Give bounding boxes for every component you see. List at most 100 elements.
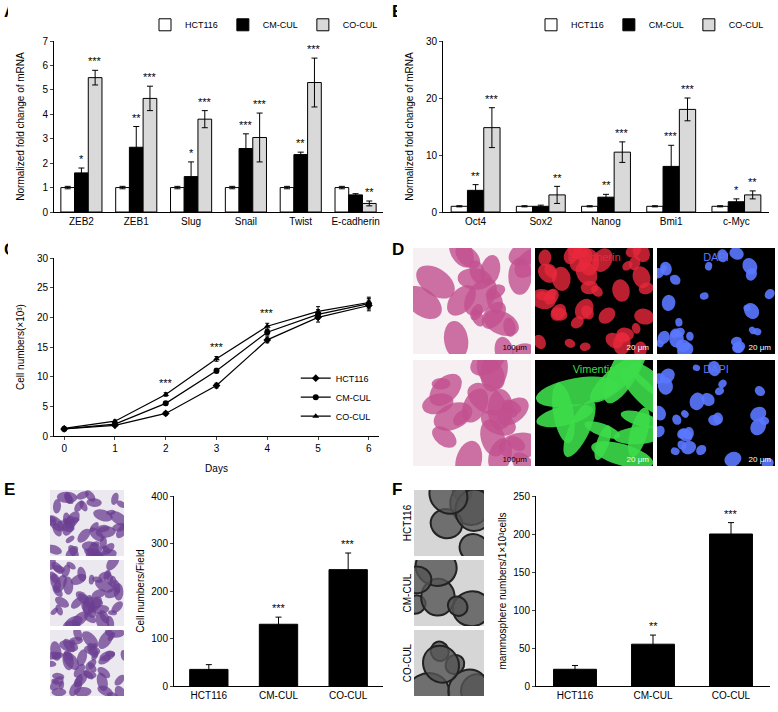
svg-text:3: 3 (42, 133, 48, 144)
svg-text:Cell numbers/Field: Cell numbers/Field (135, 549, 146, 632)
svg-text:Twist: Twist (289, 216, 312, 227)
svg-text:***: *** (210, 341, 224, 353)
svg-text:***: *** (341, 538, 355, 550)
svg-text:2: 2 (163, 443, 169, 454)
svg-text:Snail: Snail (235, 216, 257, 227)
html-text:C: C (4, 240, 17, 259)
svg-text:0: 0 (61, 443, 67, 454)
svg-text:CO-CUL: CO-CUL (729, 20, 764, 30)
svg-text:Nanog: Nanog (591, 216, 620, 227)
svg-text:100: 100 (151, 633, 168, 644)
svg-text:**: ** (296, 137, 305, 149)
svg-text:***: *** (239, 119, 253, 131)
svg-text:400: 400 (151, 491, 168, 502)
svg-text:30: 30 (426, 36, 438, 47)
svg-text:***: *** (681, 83, 695, 95)
svg-text:CO-CUL: CO-CUL (343, 20, 378, 30)
svg-text:4: 4 (264, 443, 270, 454)
svg-text:3: 3 (214, 443, 220, 454)
svg-text:Sox2: Sox2 (529, 216, 552, 227)
svg-text:10: 10 (426, 150, 438, 161)
svg-text:**: ** (132, 112, 141, 124)
svg-text:6: 6 (42, 60, 48, 71)
svg-text:0: 0 (524, 681, 530, 692)
svg-text:**: ** (365, 186, 374, 198)
svg-text:***: *** (272, 602, 286, 614)
svg-text:30: 30 (37, 253, 49, 264)
svg-text:0: 0 (431, 207, 437, 218)
svg-text:***: *** (664, 130, 678, 142)
svg-text:**: ** (471, 170, 480, 182)
svg-text:4: 4 (42, 109, 48, 120)
svg-text:7: 7 (42, 36, 48, 47)
svg-text:Normalized fold change of mRNA: Normalized fold change of mRNA (404, 52, 415, 201)
svg-text:5: 5 (315, 443, 321, 454)
svg-text:***: *** (143, 71, 157, 83)
html-text:A: A (4, 2, 17, 21)
svg-text:200: 200 (513, 529, 530, 540)
svg-text:Normalized fold change of mRNA: Normalized fold change of mRNA (15, 52, 26, 201)
svg-text:ZEB1: ZEB1 (124, 216, 149, 227)
svg-text:***: *** (724, 508, 738, 520)
html-text:D: D (392, 240, 405, 259)
svg-text:HCT116: HCT116 (336, 374, 369, 384)
svg-text:CM-CUL: CM-CUL (336, 393, 371, 403)
svg-text:***: *** (260, 307, 274, 319)
svg-text:250: 250 (513, 491, 530, 502)
svg-text:HCT116: HCT116 (191, 690, 228, 701)
svg-text:HCT116: HCT116 (571, 20, 604, 30)
svg-text:Days: Days (205, 463, 228, 474)
svg-text:***: *** (615, 127, 629, 139)
svg-text:ZEB2: ZEB2 (69, 216, 94, 227)
svg-text:**: ** (649, 620, 658, 632)
svg-text:E-cadherin: E-cadherin (331, 216, 379, 227)
svg-text:0: 0 (162, 681, 168, 692)
svg-text:20: 20 (37, 312, 49, 323)
svg-text:CO-CUL: CO-CUL (712, 690, 751, 701)
svg-text:*: * (734, 184, 739, 196)
svg-text:HCT116: HCT116 (557, 690, 594, 701)
svg-text:25: 25 (37, 282, 49, 293)
svg-text:0: 0 (42, 431, 48, 442)
svg-text:Bmi1: Bmi1 (660, 216, 683, 227)
svg-text:150: 150 (513, 567, 530, 578)
svg-text:300: 300 (151, 538, 168, 549)
svg-text:6: 6 (366, 443, 372, 454)
svg-text:Slug: Slug (181, 216, 201, 227)
svg-text:1: 1 (42, 182, 48, 193)
svg-text:***: *** (198, 96, 212, 108)
svg-text:mammosphere numbers/1×10³cells: mammosphere numbers/1×10³cells (497, 512, 508, 669)
svg-text:CM-CUL: CM-CUL (649, 20, 684, 30)
svg-text:**: ** (748, 176, 757, 188)
svg-text:CO-CUL: CO-CUL (336, 412, 371, 422)
svg-text:*: * (189, 147, 194, 159)
svg-text:Cell numbers(×10³): Cell numbers(×10³) (15, 304, 26, 390)
svg-text:15: 15 (37, 342, 49, 353)
svg-text:***: *** (253, 98, 267, 110)
svg-text:CM-CUL: CM-CUL (634, 690, 673, 701)
svg-text:c-Myc: c-Myc (723, 216, 750, 227)
svg-text:50: 50 (519, 643, 531, 654)
svg-text:HCT116: HCT116 (185, 20, 218, 30)
svg-text:***: *** (159, 377, 173, 389)
svg-text:1: 1 (112, 443, 118, 454)
svg-text:***: *** (485, 93, 499, 105)
svg-text:200: 200 (151, 586, 168, 597)
svg-text:*: * (79, 153, 84, 165)
svg-text:**: ** (602, 179, 611, 191)
html-text:B: B (392, 2, 405, 21)
svg-text:0: 0 (42, 207, 48, 218)
svg-text:CM-CUL: CM-CUL (259, 690, 298, 701)
svg-text:***: *** (88, 55, 102, 67)
svg-text:CO-CUL: CO-CUL (329, 690, 368, 701)
svg-text:***: *** (307, 43, 321, 55)
svg-text:2: 2 (42, 158, 48, 169)
svg-text:CM-CUL: CM-CUL (263, 20, 298, 30)
svg-text:100: 100 (513, 605, 530, 616)
svg-text:10: 10 (37, 371, 49, 382)
svg-text:5: 5 (42, 401, 48, 412)
svg-text:Oct4: Oct4 (465, 216, 487, 227)
svg-text:5: 5 (42, 84, 48, 95)
svg-text:20: 20 (426, 93, 438, 104)
svg-text:**: ** (553, 172, 562, 184)
